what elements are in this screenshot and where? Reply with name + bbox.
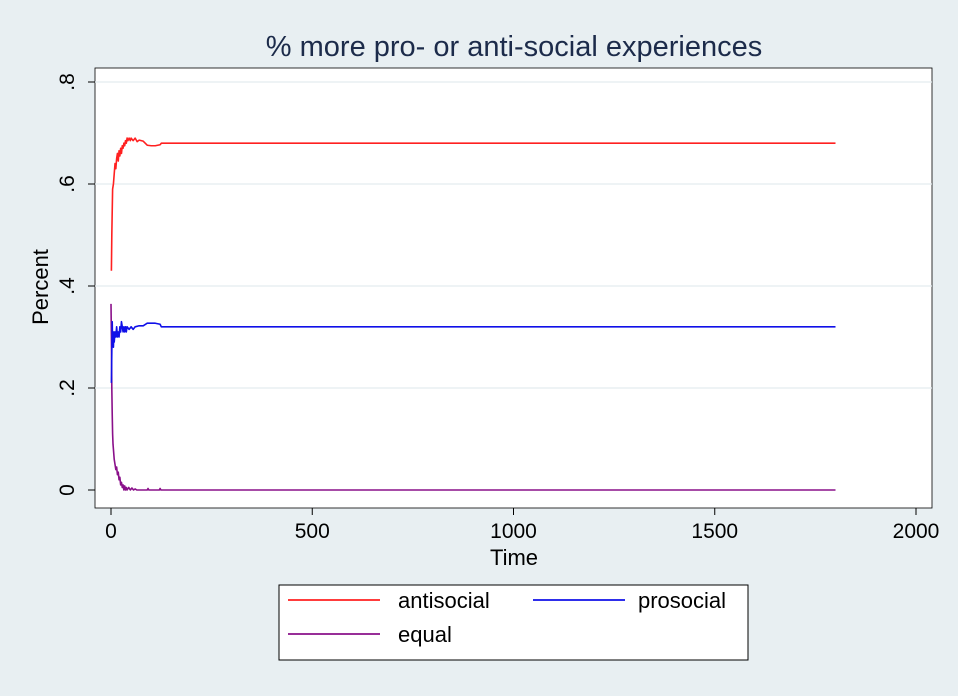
x-tick-label-4: 2000 xyxy=(893,520,940,543)
x-axis: 0 500 1000 1500 2000 xyxy=(105,508,939,543)
y-tick-label-3: .6 xyxy=(56,175,79,193)
series-line-antisocial xyxy=(110,137,836,271)
series-line-equal xyxy=(110,303,836,491)
y-axis-label: Percent xyxy=(28,249,53,325)
legend-label-antisocial: antisocial xyxy=(398,588,490,613)
legend: antisocial prosocial equal xyxy=(278,584,749,661)
y-tick-label-0: 0 xyxy=(56,484,79,496)
grid-lines xyxy=(95,81,932,389)
series-line-prosocial xyxy=(110,320,836,383)
x-tick-label-2: 1000 xyxy=(490,520,537,543)
y-axis: 0 .2 .4 .6 .8 xyxy=(56,73,95,496)
plot-area xyxy=(94,67,933,509)
legend-label-prosocial: prosocial xyxy=(638,588,726,613)
series-lines xyxy=(110,137,836,491)
legend-label-equal: equal xyxy=(398,622,452,647)
legend-box xyxy=(278,584,749,661)
y-tick-label-2: .4 xyxy=(56,277,79,295)
chart-title: % more pro- or anti-social experiences xyxy=(266,31,762,63)
x-axis-label: Time xyxy=(490,545,538,570)
y-tick-label-1: .2 xyxy=(56,379,79,397)
x-tick-label-1: 500 xyxy=(295,520,330,543)
x-tick-label-0: 0 xyxy=(105,520,117,543)
y-tick-label-4: .8 xyxy=(56,73,79,91)
x-tick-label-3: 1500 xyxy=(691,520,738,543)
